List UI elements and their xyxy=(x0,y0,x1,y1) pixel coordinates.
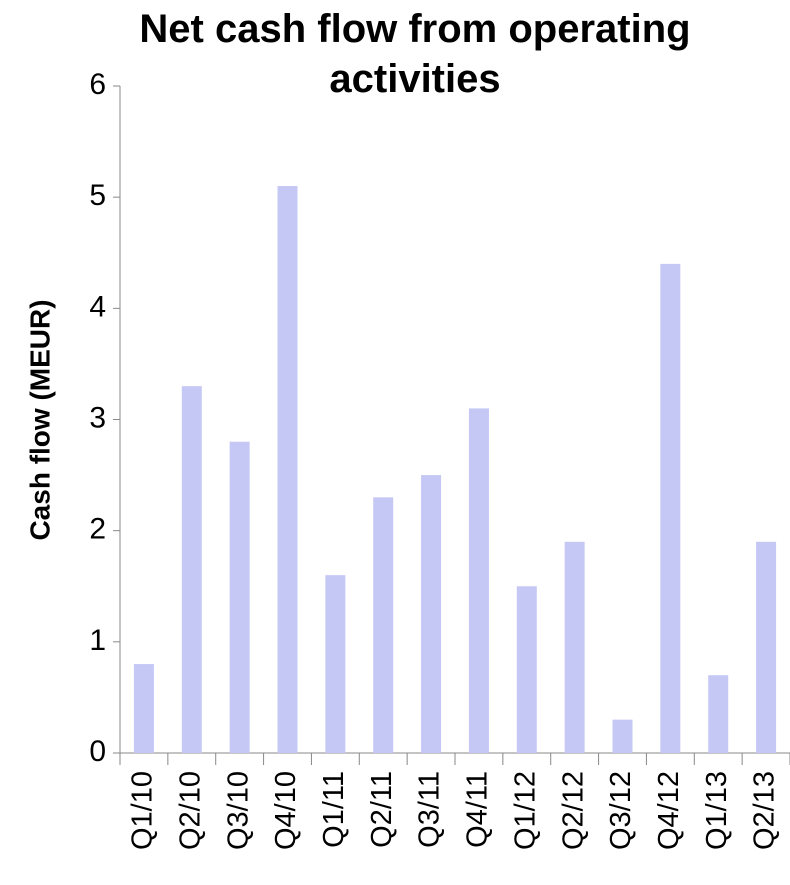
bar xyxy=(468,408,489,753)
bar xyxy=(421,475,442,753)
bar xyxy=(229,441,250,753)
y-tick-label: 2 xyxy=(89,513,106,546)
y-tick-label: 4 xyxy=(89,290,106,323)
x-tick-label: Q1/11 xyxy=(318,771,350,848)
x-tick-label: Q1/13 xyxy=(701,771,733,850)
x-tick-label: Q4/10 xyxy=(270,771,302,850)
x-tick-label: Q4/12 xyxy=(653,771,685,850)
bar xyxy=(133,664,154,753)
y-tick-label: 6 xyxy=(89,68,106,101)
x-tick-label: Q4/11 xyxy=(462,771,494,848)
bar xyxy=(373,497,394,753)
y-axis-label: Cash flow (MEUR) xyxy=(24,299,55,540)
x-tick-label: Q2/13 xyxy=(749,771,781,850)
x-tick-label: Q1/12 xyxy=(509,771,541,850)
x-tick-label: Q3/10 xyxy=(222,771,254,850)
chart-title: Net cash flow from operating activities xyxy=(139,7,691,101)
y-tick-label: 1 xyxy=(89,624,106,657)
x-tick-label: Q3/11 xyxy=(414,771,446,848)
bar xyxy=(277,186,298,754)
bar xyxy=(564,541,585,753)
y-tick-label: 3 xyxy=(89,401,106,434)
y-tick-label: 0 xyxy=(89,735,106,768)
bar xyxy=(756,541,777,753)
x-tick-label: Q2/12 xyxy=(557,771,589,850)
x-tick-label: Q3/12 xyxy=(605,771,637,850)
x-tick-label: Q2/10 xyxy=(174,771,206,850)
bar xyxy=(612,719,633,753)
x-tick-label: Q2/11 xyxy=(366,771,398,848)
bar xyxy=(660,263,681,753)
bar xyxy=(325,575,346,753)
bar xyxy=(516,586,537,753)
y-tick-label: 5 xyxy=(89,179,106,212)
bar xyxy=(181,386,202,753)
x-tick-label: Q1/10 xyxy=(127,771,159,850)
bar xyxy=(708,675,729,753)
